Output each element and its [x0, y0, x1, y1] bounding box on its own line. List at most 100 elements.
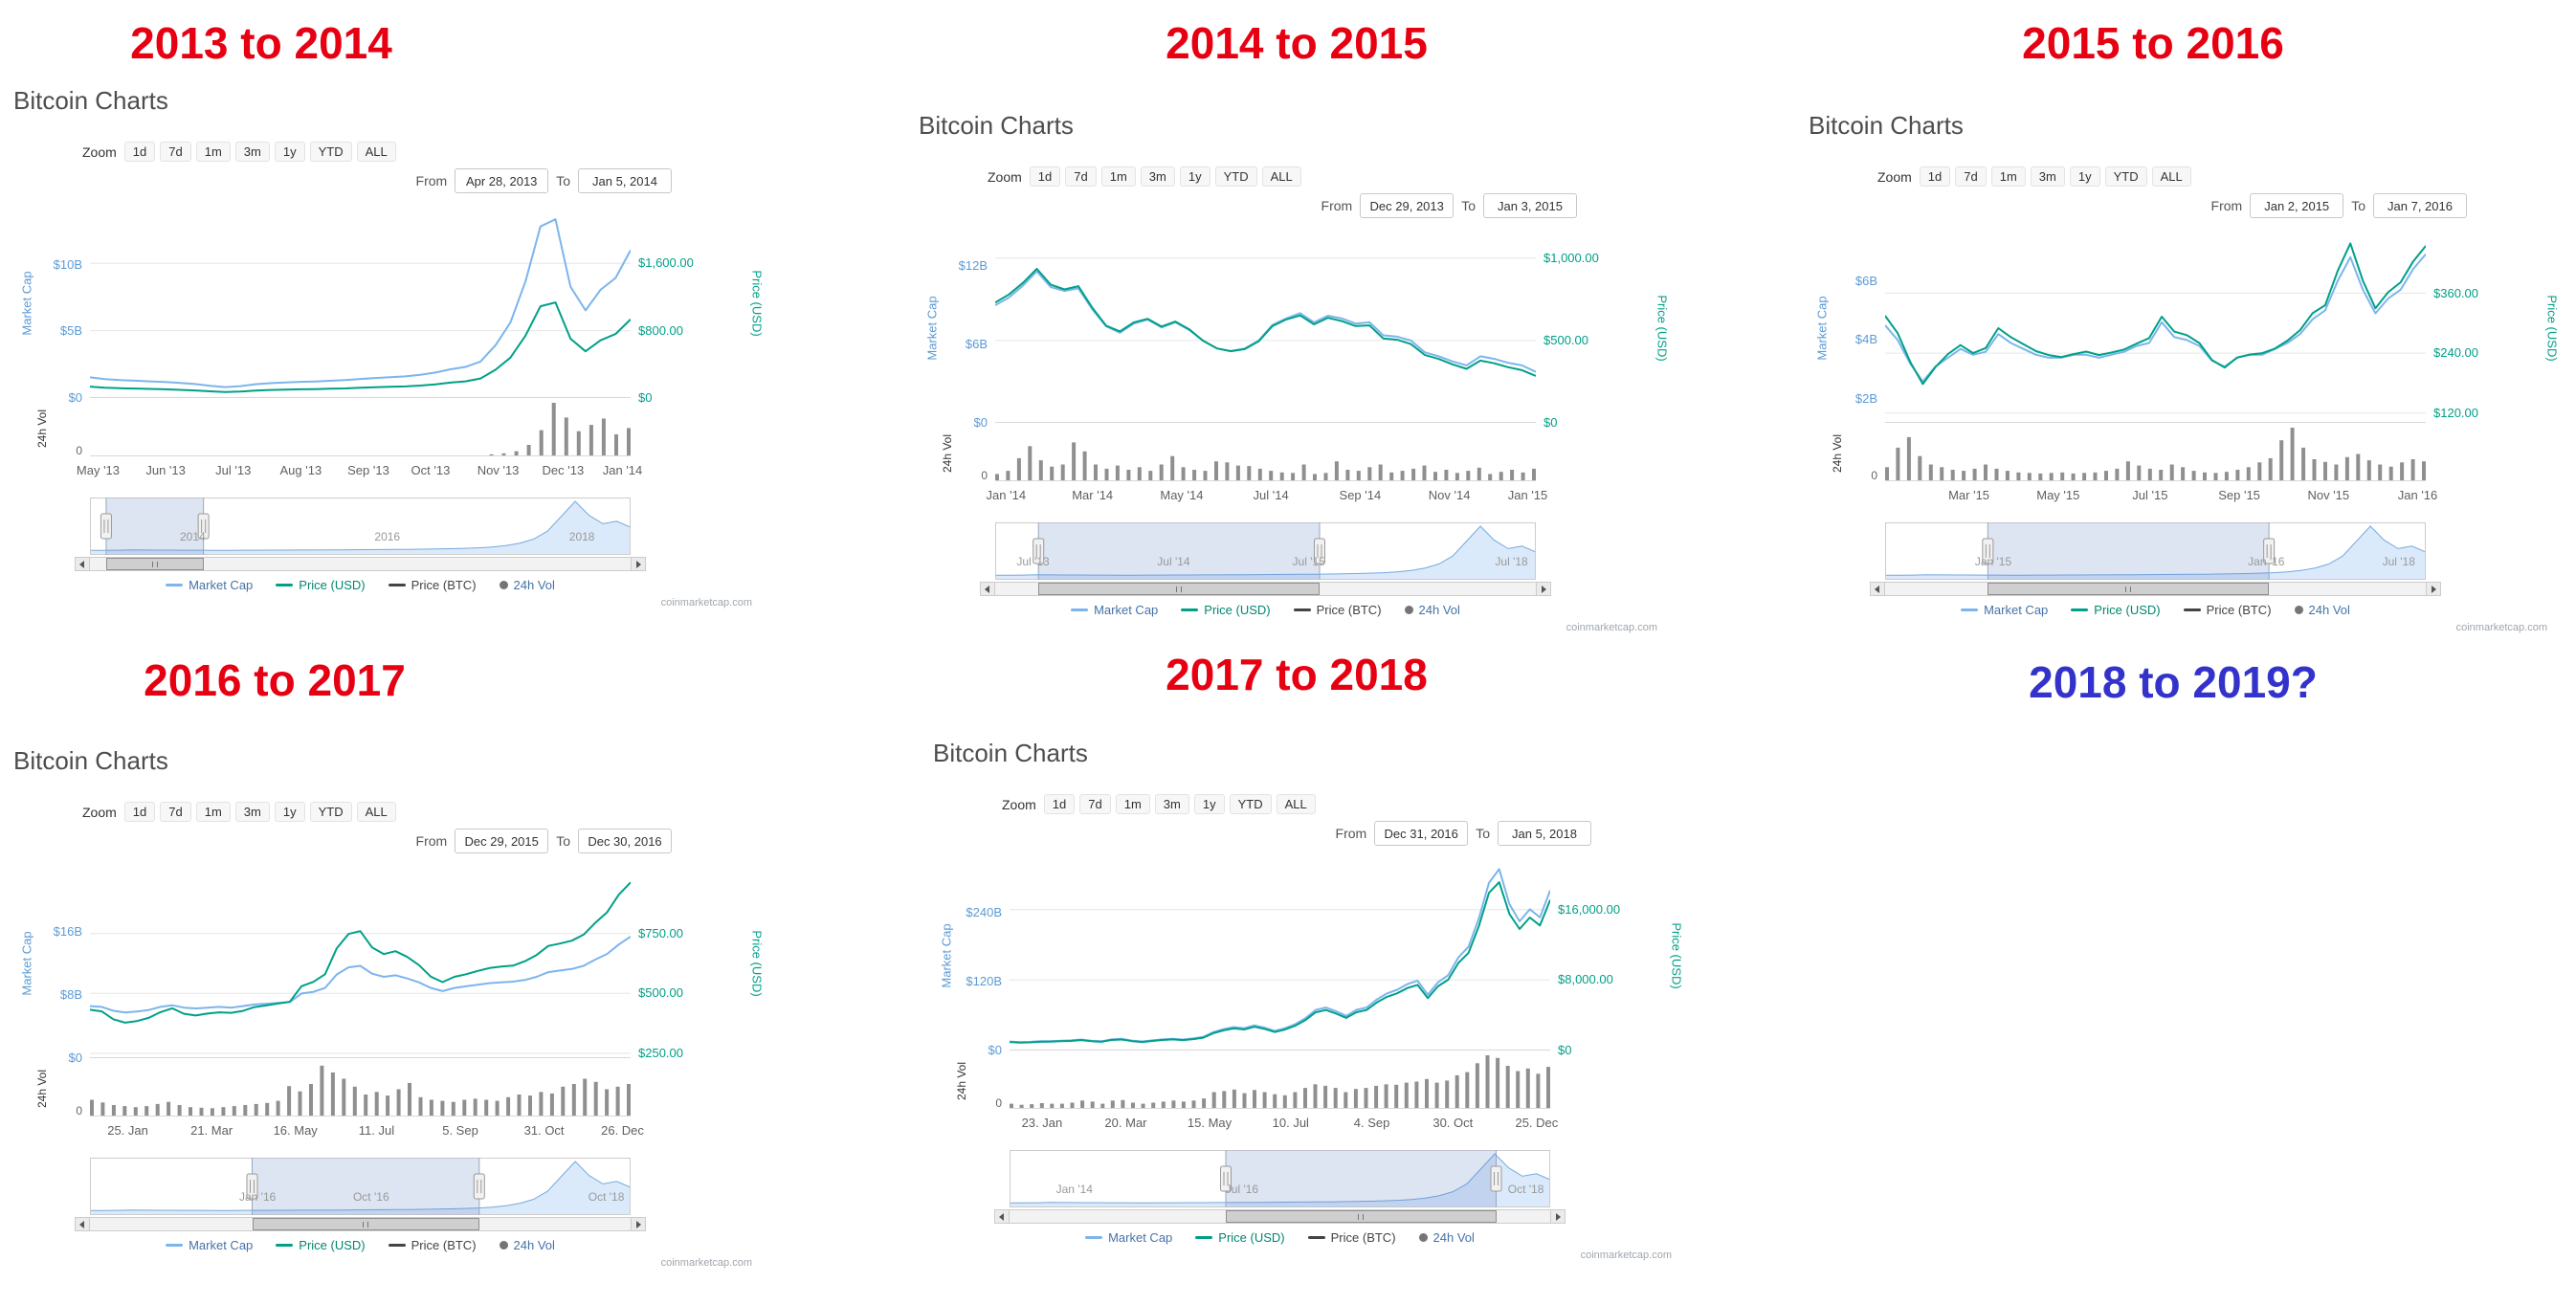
legend-item-price-usd-[interactable]: Price (USD) [1195, 1230, 1285, 1245]
zoom-button-1d[interactable]: 1d [1029, 166, 1061, 187]
navigator-scrollbar[interactable] [980, 582, 1551, 596]
scrollbar-thumb[interactable] [1038, 583, 1320, 595]
zoom-button-7d[interactable]: 7d [1955, 166, 1987, 187]
navigator-scrollbar[interactable] [75, 557, 646, 571]
zoom-button-3m[interactable]: 3m [234, 802, 270, 822]
price-chart-plot[interactable] [1009, 861, 1551, 1051]
price-chart-plot[interactable] [994, 233, 1537, 424]
navigator-scrollbar[interactable] [994, 1209, 1566, 1224]
zoom-button-1m[interactable]: 1m [195, 142, 231, 162]
zoom-button-all[interactable]: ALL [2151, 166, 2191, 187]
volume-chart-plot[interactable] [90, 1062, 631, 1117]
scrollbar-left-arrow-icon[interactable] [995, 1210, 1010, 1223]
zoom-button-ytd[interactable]: YTD [309, 142, 352, 162]
to-date-input[interactable]: Jan 5, 2014 [578, 168, 672, 193]
scrollbar-right-arrow-icon[interactable] [2426, 583, 2440, 595]
zoom-button-1y[interactable]: 1y [1179, 166, 1210, 187]
scrollbar-left-arrow-icon[interactable] [981, 583, 995, 595]
zoom-button-1d[interactable]: 1d [1043, 794, 1076, 814]
zoom-button-all[interactable]: ALL [356, 802, 396, 822]
legend-item-price-btc-[interactable]: Price (BTC) [388, 578, 477, 592]
legend-item-price-btc-[interactable]: Price (BTC) [1307, 1230, 1396, 1245]
zoom-button-1d[interactable]: 1d [123, 142, 156, 162]
volume-chart-plot[interactable] [1885, 427, 2426, 481]
volume-chart-plot[interactable] [995, 427, 1536, 481]
scrollbar-right-arrow-icon[interactable] [1536, 583, 1550, 595]
price-chart-plot[interactable] [1884, 233, 2427, 423]
scrollbar-left-arrow-icon[interactable] [1871, 583, 1885, 595]
scrollbar-thumb[interactable] [1226, 1210, 1497, 1223]
zoom-button-1d[interactable]: 1d [1919, 166, 1951, 187]
zoom-button-1m[interactable]: 1m [195, 802, 231, 822]
zoom-button-all[interactable]: ALL [1276, 794, 1316, 814]
from-date-input[interactable]: Dec 29, 2013 [1360, 193, 1455, 218]
zoom-button-3m[interactable]: 3m [1140, 166, 1175, 187]
zoom-button-3m[interactable]: 3m [1154, 794, 1189, 814]
legend-item-24h-vol[interactable]: 24h Vol [2294, 603, 2350, 617]
volume-chart-plot[interactable] [1010, 1054, 1550, 1109]
legend-item-price-usd-[interactable]: Price (USD) [2071, 603, 2161, 617]
zoom-button-1y[interactable]: 1y [274, 142, 305, 162]
zoom-button-ytd[interactable]: YTD [309, 802, 352, 822]
legend-item-market-cap[interactable]: Market Cap [166, 1238, 253, 1252]
scrollbar-left-arrow-icon[interactable] [76, 1218, 90, 1230]
zoom-button-1m[interactable]: 1m [1100, 166, 1136, 187]
navigator[interactable] [995, 522, 1537, 580]
zoom-button-7d[interactable]: 7d [1065, 166, 1097, 187]
to-date-input[interactable]: Jan 3, 2015 [1483, 193, 1577, 218]
zoom-button-ytd[interactable]: YTD [1229, 794, 1272, 814]
zoom-button-1y[interactable]: 1y [274, 802, 305, 822]
legend-item-market-cap[interactable]: Market Cap [1071, 603, 1158, 617]
zoom-button-7d[interactable]: 7d [160, 802, 191, 822]
scrollbar-thumb[interactable] [1988, 583, 2270, 595]
legend-item-price-usd-[interactable]: Price (USD) [276, 578, 366, 592]
zoom-button-all[interactable]: ALL [1261, 166, 1301, 187]
zoom-button-1m[interactable]: 1m [1990, 166, 2026, 187]
price-chart-plot[interactable] [89, 869, 632, 1058]
zoom-button-3m[interactable]: 3m [2030, 166, 2065, 187]
to-date-input[interactable]: Jan 7, 2016 [2373, 193, 2467, 218]
zoom-button-ytd[interactable]: YTD [1214, 166, 1257, 187]
from-date-input[interactable]: Apr 28, 2013 [455, 168, 549, 193]
price-chart-plot[interactable] [89, 209, 632, 399]
legend-item-24h-vol[interactable]: 24h Vol [1418, 1230, 1475, 1245]
navigator[interactable] [1010, 1150, 1551, 1207]
zoom-button-1y[interactable]: 1y [1193, 794, 1225, 814]
legend-item-price-btc-[interactable]: Price (BTC) [1293, 603, 1382, 617]
zoom-button-7d[interactable]: 7d [160, 142, 191, 162]
zoom-button-1d[interactable]: 1d [123, 802, 156, 822]
scrollbar-thumb[interactable] [105, 558, 204, 570]
navigator[interactable] [90, 498, 632, 555]
legend-item-price-btc-[interactable]: Price (BTC) [388, 1238, 477, 1252]
from-date-input[interactable]: Jan 2, 2015 [2250, 193, 2344, 218]
navigator[interactable] [1885, 522, 2427, 580]
scrollbar-right-arrow-icon[interactable] [631, 558, 645, 570]
legend-item-24h-vol[interactable]: 24h Vol [499, 1238, 555, 1252]
zoom-button-3m[interactable]: 3m [234, 142, 270, 162]
legend-item-price-usd-[interactable]: Price (USD) [1181, 603, 1271, 617]
to-date-input[interactable]: Dec 30, 2016 [578, 829, 672, 853]
legend-item-market-cap[interactable]: Market Cap [1085, 1230, 1172, 1245]
zoom-button-all[interactable]: ALL [356, 142, 396, 162]
legend-item-24h-vol[interactable]: 24h Vol [1404, 603, 1460, 617]
scrollbar-thumb[interactable] [252, 1218, 479, 1230]
legend-item-price-usd-[interactable]: Price (USD) [276, 1238, 366, 1252]
legend-item-market-cap[interactable]: Market Cap [1961, 603, 2048, 617]
scrollbar-right-arrow-icon[interactable] [1550, 1210, 1565, 1223]
zoom-button-1m[interactable]: 1m [1115, 794, 1150, 814]
navigator[interactable] [90, 1158, 632, 1215]
volume-chart-plot[interactable] [90, 402, 631, 456]
zoom-button-7d[interactable]: 7d [1079, 794, 1111, 814]
from-date-input[interactable]: Dec 29, 2015 [455, 829, 549, 853]
navigator-scrollbar[interactable] [1870, 582, 2441, 596]
from-date-input[interactable]: Dec 31, 2016 [1374, 821, 1469, 846]
legend-item-market-cap[interactable]: Market Cap [166, 578, 253, 592]
scrollbar-right-arrow-icon[interactable] [631, 1218, 645, 1230]
zoom-button-1y[interactable]: 1y [2069, 166, 2100, 187]
scrollbar-left-arrow-icon[interactable] [76, 558, 90, 570]
legend-item-price-btc-[interactable]: Price (BTC) [2183, 603, 2272, 617]
to-date-input[interactable]: Jan 5, 2018 [1498, 821, 1591, 846]
legend-item-24h-vol[interactable]: 24h Vol [499, 578, 555, 592]
zoom-button-ytd[interactable]: YTD [2104, 166, 2147, 187]
navigator-scrollbar[interactable] [75, 1217, 646, 1231]
